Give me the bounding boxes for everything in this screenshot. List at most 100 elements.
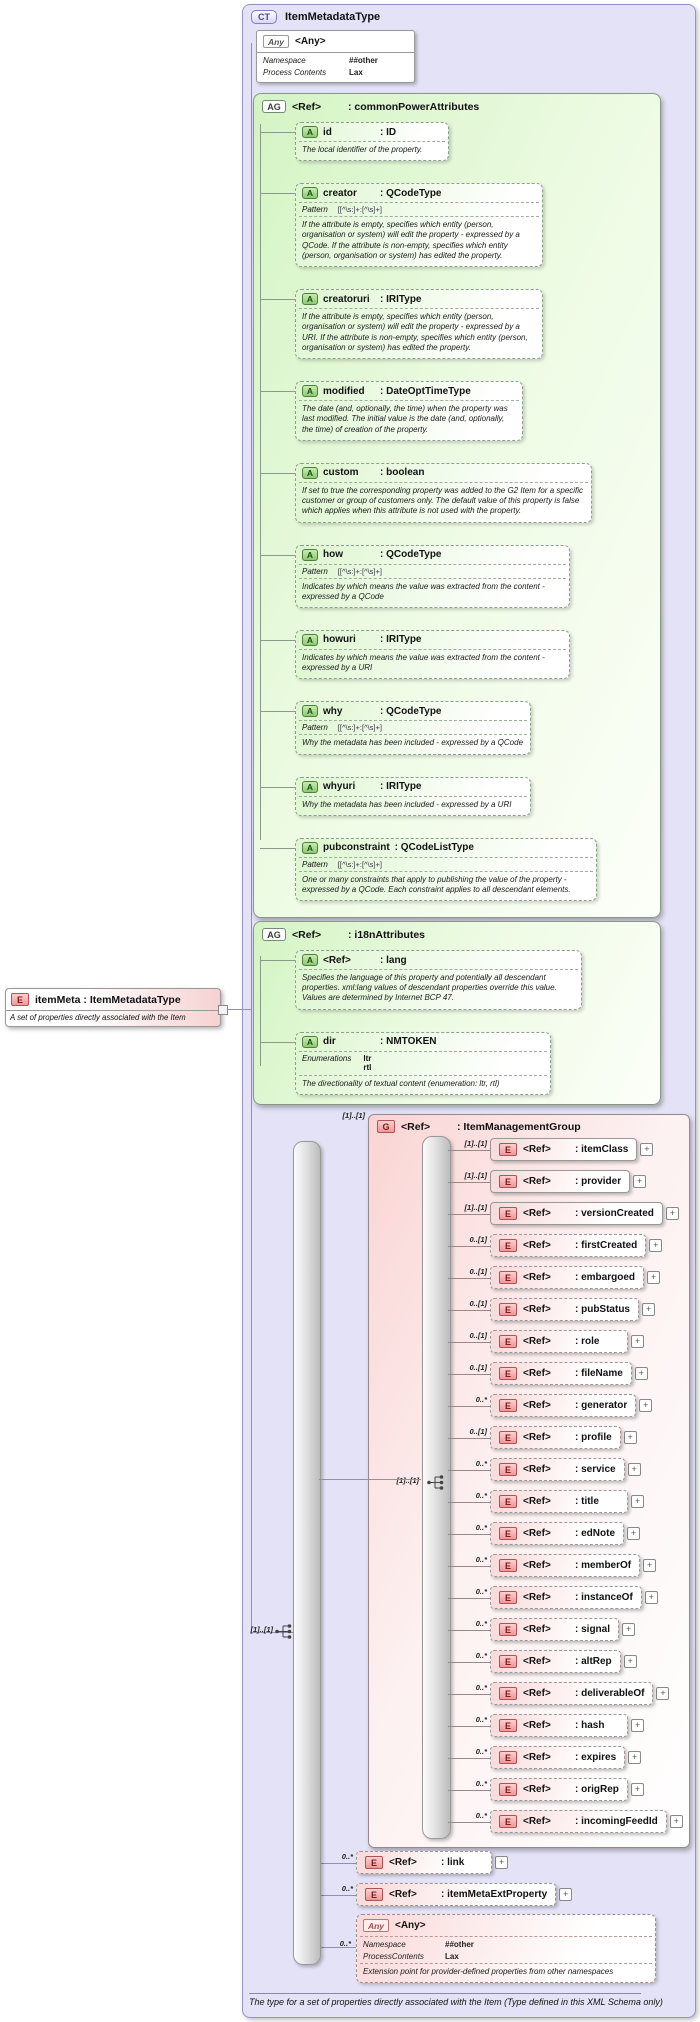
element-badge-icon: E xyxy=(499,1303,517,1316)
expand-icon[interactable]: + xyxy=(647,1271,661,1284)
element-itemclass[interactable]: E <Ref>: itemClass xyxy=(490,1138,638,1161)
element-profile[interactable]: E <Ref>: profile xyxy=(490,1426,621,1449)
element-badge-icon: E xyxy=(499,1175,517,1188)
element-generator[interactable]: E <Ref>: generator xyxy=(490,1394,637,1417)
sequence-bar xyxy=(293,1141,321,1965)
any-badge-icon: Any xyxy=(363,1919,389,1932)
expand-icon[interactable]: + xyxy=(634,1367,648,1380)
element-row: 0..* E <Ref>: link + xyxy=(333,1851,508,1874)
attribute-badge-icon: A xyxy=(302,841,318,854)
element-link[interactable]: E <Ref>: link xyxy=(356,1851,492,1874)
connector-spine xyxy=(260,956,261,1066)
expand-icon[interactable]: + xyxy=(623,1655,637,1668)
element-title[interactable]: E <Ref>: title xyxy=(490,1490,628,1513)
element-badge-icon: E xyxy=(499,1335,517,1348)
element-badge-icon: E xyxy=(499,1751,517,1764)
element-title: itemMeta : ItemMetadataType xyxy=(35,993,181,1006)
expand-icon[interactable]: + xyxy=(559,1888,573,1901)
element-itemmeta[interactable]: E itemMeta : ItemMetadataType A set of p… xyxy=(5,988,221,1027)
sequence-icon xyxy=(427,1475,444,1490)
divider xyxy=(257,52,414,53)
element-row: 0..[1] E <Ref>: firstCreated + xyxy=(447,1234,663,1257)
element-row: [1]..[1] E <Ref>: provider + xyxy=(447,1170,647,1193)
expand-icon[interactable]: + xyxy=(656,1687,670,1700)
expand-icon[interactable]: + xyxy=(622,1623,636,1636)
element-hash[interactable]: E <Ref>: hash xyxy=(490,1714,628,1737)
element-versioncreated[interactable]: E <Ref>: versionCreated xyxy=(490,1202,663,1225)
any-title: <Any> xyxy=(295,36,326,47)
attribute-group-header: AG <Ref> : commonPowerAttributes xyxy=(254,94,660,121)
element-instanceof[interactable]: E <Ref>: instanceOf xyxy=(490,1586,642,1609)
expand-icon[interactable]: + xyxy=(627,1527,640,1540)
element-incomingfeedid[interactable]: E <Ref>: incomingFeedId xyxy=(490,1810,667,1833)
element-role[interactable]: E <Ref>: role xyxy=(490,1330,628,1353)
expand-icon[interactable]: + xyxy=(631,1719,644,1732)
element-row: 0..* E <Ref>: signal + xyxy=(447,1618,636,1641)
expand-icon[interactable]: + xyxy=(644,1591,658,1604)
expand-icon[interactable]: + xyxy=(631,1335,644,1348)
group-cardinality: [1]..[1] xyxy=(342,1111,366,1120)
element-badge-icon: E xyxy=(499,1655,517,1668)
element-signal[interactable]: E <Ref>: signal xyxy=(490,1618,620,1641)
attribute-badge-icon: A xyxy=(302,466,318,479)
attribute-description: Why the metadata has been included - exp… xyxy=(302,799,512,809)
element-row: 0..* E <Ref>: edNote + xyxy=(448,1522,640,1545)
element-deliverableof[interactable]: E <Ref>: deliverableOf xyxy=(490,1682,654,1705)
element-badge-icon: E xyxy=(499,1783,517,1796)
attribute-badge-icon: A xyxy=(302,548,318,561)
complex-type-header: CT ItemMetadataType xyxy=(251,10,380,24)
element-badge-icon: E xyxy=(499,1431,517,1444)
expand-icon[interactable]: + xyxy=(639,1399,653,1412)
element-row: 0..* E <Ref>: itemMetaExtProperty + xyxy=(333,1883,573,1906)
element-pubstatus[interactable]: E <Ref>: pubStatus xyxy=(490,1298,639,1321)
element-filename[interactable]: E <Ref>: fileName xyxy=(490,1362,632,1385)
enumerations-row: Enumerations ltr rtl xyxy=(302,1053,372,1073)
element-memberof[interactable]: E <Ref>: memberOf xyxy=(490,1554,641,1577)
element-row: [1]..[1] E <Ref>: versionCreated + xyxy=(448,1202,679,1225)
expand-icon[interactable]: + xyxy=(640,1143,654,1156)
expand-icon[interactable]: + xyxy=(631,1495,644,1508)
attribute-badge-icon: A xyxy=(302,954,318,966)
expand-icon[interactable]: + xyxy=(627,1463,641,1476)
expand-icon[interactable]: + xyxy=(665,1207,679,1220)
expand-icon[interactable]: + xyxy=(649,1239,663,1252)
attribute-badge-icon: A xyxy=(302,633,318,646)
expand-icon[interactable]: + xyxy=(628,1751,642,1764)
element-ednote[interactable]: E <Ref>: edNote xyxy=(490,1522,624,1545)
element-badge-icon: E xyxy=(499,1495,517,1508)
expand-icon[interactable]: + xyxy=(623,1431,637,1444)
expand-icon[interactable]: + xyxy=(669,1815,683,1828)
element-expires[interactable]: E <Ref>: expires xyxy=(490,1746,626,1769)
group-itemmanagementgroup[interactable]: G <Ref> : ItemManagementGroup [1]..[1] [… xyxy=(368,1114,690,1848)
element-origrep[interactable]: E <Ref>: origRep xyxy=(490,1778,628,1801)
group-header: G <Ref> : ItemManagementGroup xyxy=(377,1120,581,1133)
element-provider[interactable]: E <Ref>: provider xyxy=(490,1170,631,1193)
element-firstcreated[interactable]: E <Ref>: firstCreated xyxy=(490,1234,647,1257)
expand-icon[interactable]: + xyxy=(495,1856,508,1869)
any-badge-icon: Any xyxy=(263,35,289,48)
any-namespace-row: Namespace ##other xyxy=(363,1940,474,1949)
element-altrep[interactable]: E <Ref>: altRep xyxy=(490,1650,621,1673)
expand-icon[interactable]: + xyxy=(630,1783,644,1796)
attribute-badge-icon: A xyxy=(302,385,318,398)
any-cardinality: 0..* xyxy=(339,1939,351,1948)
element-row: 0..* E <Ref>: service + xyxy=(448,1458,641,1481)
element-embargoed[interactable]: E <Ref>: embargoed xyxy=(490,1266,645,1289)
attribute-group-badge-icon: AG xyxy=(262,100,286,113)
expand-icon[interactable]: + xyxy=(642,1303,655,1316)
attribute-description: The directionality of textual content (e… xyxy=(302,1078,500,1088)
element-row: 0..* E <Ref>: generator + xyxy=(447,1394,653,1417)
attribute-description: One or many constraints that apply to pu… xyxy=(302,874,571,895)
element-service[interactable]: E <Ref>: service xyxy=(490,1458,625,1481)
element-badge-icon: E xyxy=(499,1591,517,1604)
connector-spine xyxy=(260,124,261,840)
element-itemmetaextproperty[interactable]: E <Ref>: itemMetaExtProperty xyxy=(356,1883,557,1906)
attribute-description: The date (and, optionally, the time) whe… xyxy=(302,404,508,434)
expand-icon[interactable]: + xyxy=(643,1559,657,1572)
sequence-cardinality: [1]..[1] xyxy=(396,1476,420,1485)
expand-icon[interactable]: + xyxy=(633,1175,647,1188)
connector-line xyxy=(219,1009,251,1010)
attribute-description: If the attribute is empty, specifies whi… xyxy=(302,220,520,260)
